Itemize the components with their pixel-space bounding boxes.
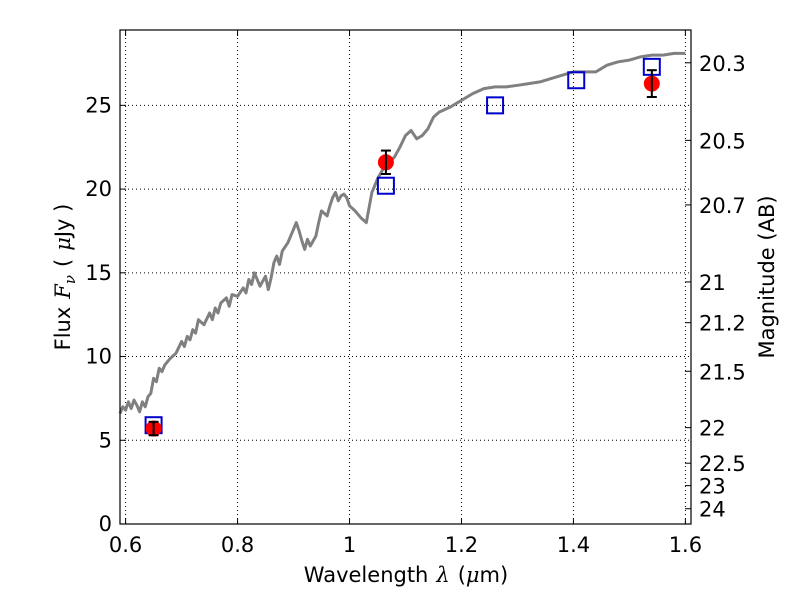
x-axis-ticks: 0.6 0.8 1 1.2 1.4 1.6 <box>109 30 702 557</box>
y-tick-label: 15 <box>85 261 112 285</box>
x-tick-label: 0.8 <box>221 533 254 557</box>
y2-tick-label: 21 <box>699 271 726 295</box>
model-point <box>567 71 586 90</box>
grid <box>120 30 691 525</box>
model-photometry-markers <box>144 57 661 435</box>
y2-tick-label: 22.5 <box>699 452 746 476</box>
y2-tick-label: 23 <box>699 475 726 499</box>
y2-axis-title: Magnitude (AB) <box>755 195 779 358</box>
model-spectrum-line <box>118 51 686 415</box>
y2-tick-label: 21.2 <box>699 312 746 336</box>
y-axis-title: FluxFν(μJy ) <box>51 204 79 351</box>
y-tick-label: 20 <box>85 177 112 201</box>
y2-tick-label: 24 <box>699 498 726 522</box>
y2-tick-label: 20.3 <box>699 52 746 76</box>
x-tick-label: 1 <box>343 533 356 557</box>
y-tick-label: 5 <box>99 428 112 452</box>
x-tick-label: 0.6 <box>109 533 142 557</box>
model-point <box>486 96 505 115</box>
y-axis-ticks: 0 5 10 15 20 25 <box>85 93 126 536</box>
y2-tick-label: 20.7 <box>699 194 746 218</box>
x-axis-title: Wavelength λ (μm) <box>304 563 508 587</box>
x-tick-label: 1.2 <box>445 533 478 557</box>
observed-photometry-markers <box>145 69 660 437</box>
x-tick-label: 1.4 <box>557 533 590 557</box>
y2-tick-label: 22 <box>699 417 726 441</box>
x-tick-label: 1.6 <box>669 533 702 557</box>
y2-tick-label: 21.5 <box>699 360 746 384</box>
y2-tick-label: 20.5 <box>699 129 746 153</box>
y-tick-label: 0 <box>99 512 112 536</box>
y-tick-label: 25 <box>85 93 112 117</box>
model-point <box>376 176 395 195</box>
plot-frame <box>119 29 692 525</box>
y-tick-label: 10 <box>85 345 112 369</box>
